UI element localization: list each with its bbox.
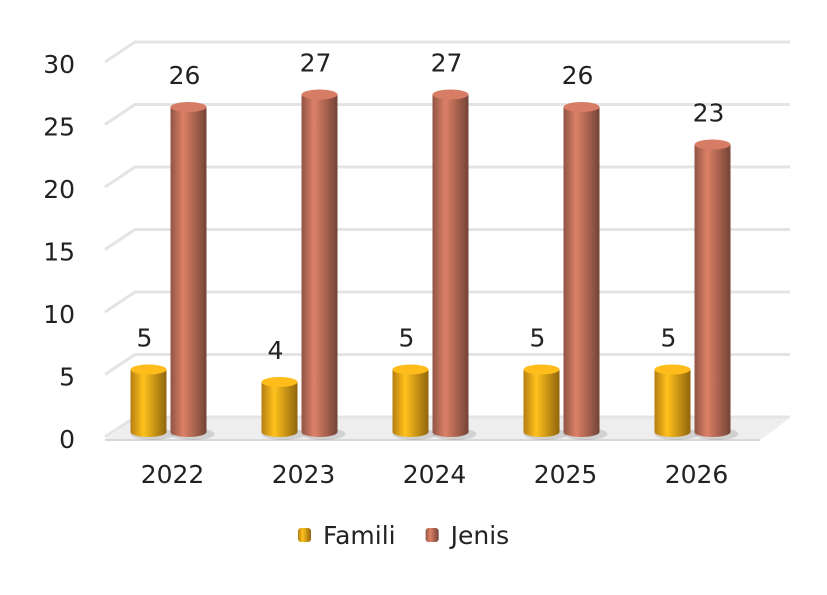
bar xyxy=(261,377,306,440)
x-tick-label: 2025 xyxy=(534,460,598,489)
y-tick-label: 15 xyxy=(43,238,75,267)
value-label: 26 xyxy=(562,61,594,90)
bar-bottom xyxy=(694,427,731,437)
bar xyxy=(563,102,608,440)
bar xyxy=(130,364,175,440)
bar-bottom xyxy=(261,427,298,437)
bar-top xyxy=(261,377,298,387)
bar-top xyxy=(170,102,207,112)
x-tick-label: 2024 xyxy=(403,460,467,489)
value-label: 26 xyxy=(169,61,201,90)
bar-top xyxy=(654,364,691,375)
y-tick-label: 20 xyxy=(43,175,75,204)
value-label: 23 xyxy=(693,99,725,128)
bar-top xyxy=(392,364,429,375)
legend-swatch xyxy=(425,528,439,542)
bar-bottom xyxy=(563,427,600,437)
bar-body xyxy=(523,369,560,432)
bar-top xyxy=(301,89,338,100)
bar-body xyxy=(432,94,469,432)
grid-line xyxy=(104,40,790,64)
bar-top xyxy=(563,102,600,112)
y-tick-label: 30 xyxy=(43,50,75,79)
bar xyxy=(170,102,215,440)
bar-body xyxy=(563,107,600,432)
value-label: 5 xyxy=(661,324,677,353)
legend-label: Famili xyxy=(323,521,396,550)
bar-bottom xyxy=(654,427,691,437)
bar-body xyxy=(694,144,731,432)
bar-top xyxy=(523,364,560,375)
bar-top xyxy=(694,139,731,150)
bar xyxy=(301,89,346,440)
legend-swatch xyxy=(298,528,311,542)
legend-label: Jenis xyxy=(449,521,510,550)
bar-body xyxy=(301,94,338,432)
bar-bottom xyxy=(432,427,469,437)
bar-bottom xyxy=(523,427,560,437)
bar-body xyxy=(170,107,207,432)
legend-item: Famili xyxy=(298,521,396,550)
bar-top xyxy=(130,364,167,375)
y-tick-label: 10 xyxy=(43,300,75,329)
legend-item: Jenis xyxy=(425,521,510,550)
value-label: 5 xyxy=(530,324,546,353)
x-tick-label: 2026 xyxy=(665,460,729,489)
bar xyxy=(654,364,699,440)
y-tick-label: 5 xyxy=(59,363,75,392)
bar-bottom xyxy=(392,427,429,437)
bar-body xyxy=(261,382,298,432)
bar-body xyxy=(392,369,429,432)
bar xyxy=(694,139,739,440)
bar-bottom xyxy=(301,427,338,437)
value-label: 27 xyxy=(431,49,463,78)
bar-body xyxy=(130,369,167,432)
value-label: 27 xyxy=(300,49,332,78)
x-tick-label: 2023 xyxy=(272,460,336,489)
bar xyxy=(432,89,477,440)
x-tick-label: 2022 xyxy=(141,460,205,489)
bar-bottom xyxy=(130,427,167,437)
bar xyxy=(392,364,437,440)
bar-bottom xyxy=(170,427,207,437)
y-tick-label: 25 xyxy=(43,113,75,142)
value-label: 5 xyxy=(137,324,153,353)
value-label: 5 xyxy=(399,324,415,353)
value-label: 4 xyxy=(268,336,284,365)
bar-top xyxy=(432,89,469,100)
bar-body xyxy=(654,369,691,432)
grid-segment xyxy=(104,40,790,64)
bar xyxy=(523,364,568,440)
y-tick-label: 0 xyxy=(59,425,75,454)
